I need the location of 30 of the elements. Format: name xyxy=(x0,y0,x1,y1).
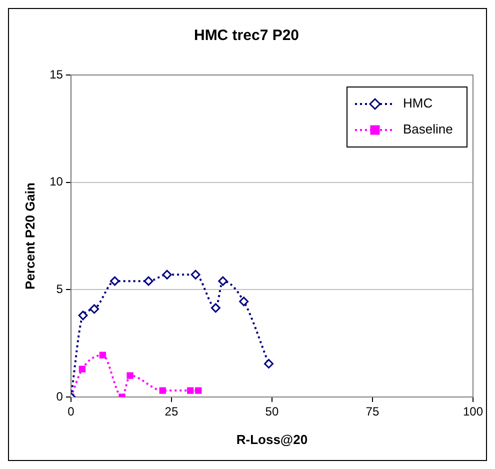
point xyxy=(190,270,200,280)
chart-title: HMC trec7 P20 xyxy=(194,27,300,44)
point xyxy=(239,296,249,306)
point xyxy=(162,270,172,280)
y-tick-label: 10 xyxy=(50,174,64,189)
x-tick-label: 50 xyxy=(265,404,279,419)
y-tick-label: 15 xyxy=(50,67,64,82)
point xyxy=(264,358,274,368)
point xyxy=(99,352,106,358)
point xyxy=(110,276,120,286)
x-tick-label: 25 xyxy=(164,404,178,419)
point xyxy=(78,366,86,372)
point xyxy=(78,310,88,320)
x-tick-label: 75 xyxy=(366,404,380,419)
point xyxy=(187,387,194,394)
x-axis-title: R-Loss@20 xyxy=(236,432,308,447)
legend-label: HMC xyxy=(402,96,433,111)
x-tick-label: 100 xyxy=(462,404,484,419)
point xyxy=(90,304,100,314)
point xyxy=(210,303,220,313)
point xyxy=(126,372,134,379)
y-axis-title: Percent P20 Gain xyxy=(22,182,38,290)
legend-label: Baseline xyxy=(402,122,453,137)
point xyxy=(195,387,202,394)
x-tick-label: 0 xyxy=(68,404,75,419)
point xyxy=(218,276,228,286)
point xyxy=(144,276,154,286)
point xyxy=(159,387,166,394)
y-tick-label: 5 xyxy=(56,282,64,296)
y-tick-label: 0 xyxy=(56,389,64,404)
